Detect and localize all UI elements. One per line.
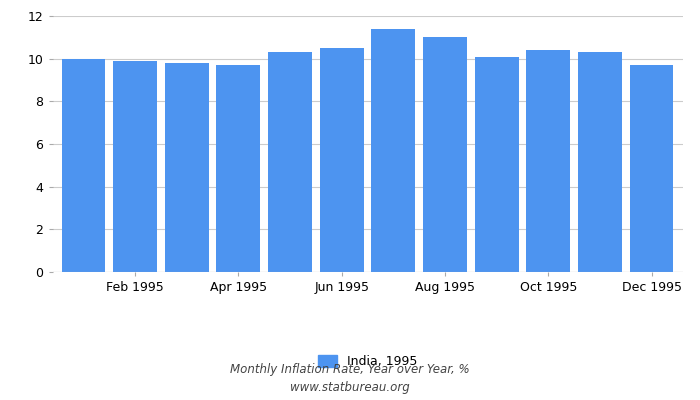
Bar — [475, 56, 519, 272]
Bar — [164, 63, 209, 272]
Legend: India, 1995: India, 1995 — [313, 350, 422, 373]
Text: www.statbureau.org: www.statbureau.org — [290, 382, 410, 394]
Bar — [62, 59, 106, 272]
Bar — [320, 48, 363, 272]
Bar — [526, 50, 570, 272]
Bar — [113, 61, 157, 272]
Bar — [216, 65, 260, 272]
Text: Monthly Inflation Rate, Year over Year, %: Monthly Inflation Rate, Year over Year, … — [230, 364, 470, 376]
Bar — [423, 37, 467, 272]
Bar — [629, 65, 673, 272]
Bar — [268, 52, 312, 272]
Bar — [578, 52, 622, 272]
Bar — [372, 29, 415, 272]
